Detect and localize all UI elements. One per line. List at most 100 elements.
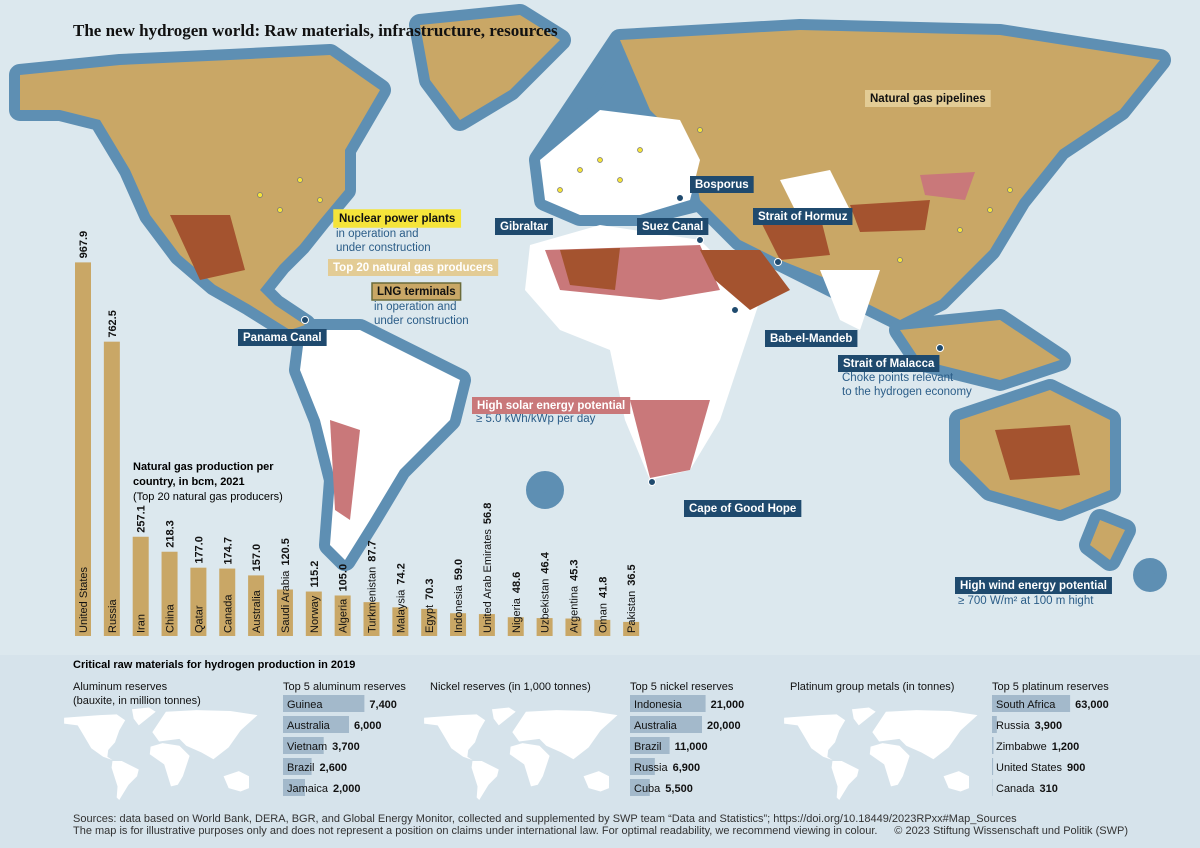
world-map [9, 4, 1171, 592]
choke-point-label: Bosporus [695, 179, 749, 191]
legend-pipelines-group: Natural gas pipelines [865, 90, 991, 107]
legend-solar-box [472, 397, 631, 414]
choke-point-label: Gibraltar [500, 221, 548, 233]
bar [507, 617, 524, 636]
bar [363, 602, 380, 636]
reserve-bar [630, 758, 655, 775]
legend-gas-producers: Top 20 natural gas producers [333, 262, 493, 274]
north-america [20, 55, 380, 330]
choke-point-label-group: Panama Canal [238, 329, 327, 346]
reserve-bar [283, 779, 305, 796]
reserve-value: 2,000 [333, 783, 361, 795]
group-label: Nickel reserves (in 1,000 tonnes) [430, 681, 591, 693]
legend-nuclear-box [333, 209, 462, 228]
gas-producer-solar [170, 200, 1080, 480]
reserve-name: Australia [287, 720, 331, 732]
choke-point-label-group: Suez Canal [637, 218, 709, 235]
new-zealand [1090, 520, 1125, 560]
category-label: Qatar [193, 605, 205, 633]
reserve-name: Jamaica [287, 783, 329, 795]
reserve-name: Brazil [287, 762, 315, 774]
reserve-value: 63,000 [1075, 699, 1109, 711]
choke-point-label: Panama Canal [243, 332, 322, 344]
value-label: 41.8 [597, 577, 609, 598]
choke-point-label-box [753, 208, 853, 225]
value-label: 174.7 [222, 537, 234, 565]
value-label: 105.0 [338, 564, 350, 592]
reserve-value: 21,000 [711, 699, 745, 711]
value-label: 115.2 [309, 561, 321, 588]
value-label: 967.9 [78, 231, 90, 259]
greenland [420, 15, 560, 120]
chart-title: country, in bcm, 2021 [133, 476, 245, 488]
bar [623, 621, 640, 636]
category-label: Malaysia [395, 589, 407, 633]
reserve-value: 11,000 [675, 741, 708, 753]
choke-point-label-box [637, 218, 709, 235]
reserve-value: 310 [1040, 783, 1058, 795]
bar [450, 613, 467, 636]
value-label: 46.4 [540, 551, 552, 573]
category-label: Nigeria [511, 597, 523, 633]
bar [75, 262, 91, 636]
value-label: 48.6 [511, 572, 523, 593]
category-label: Algeria [338, 598, 350, 633]
group-label: Platinum group metals (in tonnes) [790, 681, 954, 693]
choke-point-label-box [495, 218, 553, 235]
value-label: 218.3 [165, 520, 177, 548]
reserve-name: Cuba [634, 783, 661, 795]
legend-nuclear: Nuclear power plants [339, 213, 455, 225]
category-label: United States [78, 566, 90, 633]
bar [132, 536, 149, 636]
value-label: 120.5 [280, 538, 292, 566]
choke-point-marker [301, 316, 309, 324]
category-label: Oman [597, 603, 609, 633]
legend-pipelines: Natural gas pipelines [870, 93, 986, 105]
value-label: 177.0 [193, 536, 205, 564]
legend-detail: to the hydrogen economy [842, 386, 972, 398]
value-label: 74.2 [395, 563, 407, 584]
value-label: 36.5 [626, 564, 638, 585]
category-label: Saudi Arabia [280, 570, 292, 633]
footer-disclaimer: The map is for illustrative purposes onl… [73, 825, 877, 837]
legend-lng: LNG terminals [377, 286, 456, 298]
bar [190, 567, 207, 636]
bar [334, 595, 351, 636]
reserve-value: 6,900 [673, 762, 701, 774]
value-label: 56.8 [482, 503, 494, 524]
bar [276, 589, 293, 636]
choke-point-label-box [838, 355, 940, 372]
value-label: 762.5 [107, 310, 119, 338]
reserve-bar [992, 737, 994, 754]
category-label: Pakistan [626, 591, 638, 633]
category-label: Russia [107, 598, 119, 633]
legend-pipelines-box [865, 90, 991, 107]
nuclear-plants [257, 127, 1013, 263]
group-label: Aluminum reserves [73, 681, 168, 693]
reserve-name: Zimbabwe [996, 741, 1047, 753]
reserve-value: 7,400 [369, 699, 397, 711]
category-label: Norway [309, 595, 321, 633]
reserve-bar [630, 737, 670, 754]
legend-wind: High wind energy potential [960, 580, 1107, 592]
central-asia [780, 170, 850, 220]
legend-detail: under construction [374, 315, 469, 327]
group-top-title: Top 5 platinum reserves [992, 681, 1109, 693]
group-top-title: Top 5 nickel reserves [630, 681, 734, 693]
bar [421, 608, 438, 636]
choke-point-label: Suez Canal [642, 221, 703, 233]
europe [540, 110, 700, 215]
reserve-name: Russia [996, 720, 1031, 732]
choke-point-label-group: Bosporus [690, 176, 754, 193]
value-label: 59.0 [453, 559, 465, 580]
category-label: Turkmenistan [367, 567, 379, 633]
category-label: Australia [251, 589, 263, 633]
category-label: Argentina [568, 585, 580, 633]
value-label: 87.7 [367, 540, 379, 561]
reserve-name: Indonesia [634, 699, 683, 711]
legend-detail: under construction [336, 242, 431, 254]
bar [103, 341, 120, 636]
choke-point-label-group: Gibraltar [495, 218, 553, 235]
choke-point-marker [936, 344, 944, 352]
